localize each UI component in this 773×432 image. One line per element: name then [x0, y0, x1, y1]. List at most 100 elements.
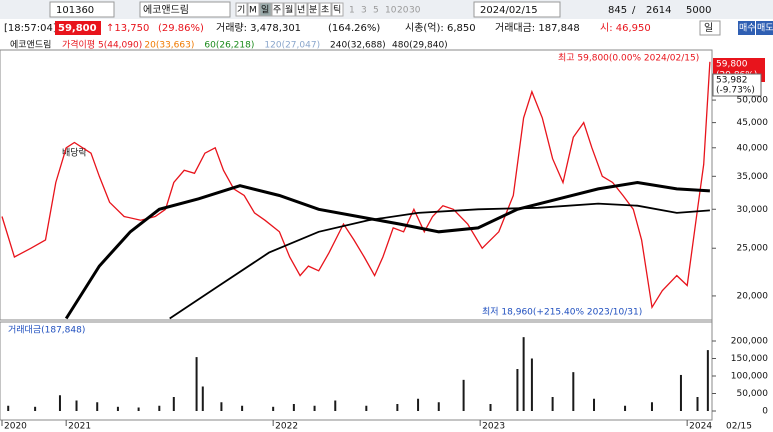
period: M: [249, 6, 257, 16]
period-btn[interactable]: [295, 2, 308, 17]
sell-btn[interactable]: [756, 21, 773, 35]
period-btn[interactable]: [235, 2, 248, 17]
period-btn[interactable]: [247, 2, 260, 17]
x-tick-label: 2021: [68, 422, 91, 432]
volume-bar: [313, 405, 316, 411]
volume-bar: [679, 374, 682, 411]
volume-bar: [292, 404, 295, 411]
low-note: 최저 18,960(+215.40% 2023/10/31): [482, 307, 642, 318]
period-btn[interactable]: [259, 2, 272, 17]
high-note: 최고 59,800(0.00% 2024/02/15): [558, 53, 699, 64]
volume-bar: [241, 405, 244, 411]
date: 2024/02/15: [480, 5, 538, 16]
minute: 5: [373, 6, 379, 16]
y-tick-label: 35,000: [737, 172, 769, 182]
legend-item: 20(33,663): [144, 41, 194, 51]
ref-price: 53,982: [716, 76, 748, 86]
period: 월: [285, 4, 293, 16]
y-tick-label: 50,000: [737, 389, 769, 399]
volume-bar: [334, 400, 337, 411]
minute: 20: [397, 6, 409, 16]
period-btn[interactable]: [283, 2, 296, 17]
name-box[interactable]: [139, 1, 231, 18]
x-tick-label: 2022: [275, 422, 298, 432]
period-btn[interactable]: [331, 2, 344, 17]
price: 59,800: [58, 23, 97, 34]
volume-bar: [706, 350, 709, 411]
volume-bar: [551, 397, 554, 411]
amount: 거래대금: 187,848: [495, 22, 580, 34]
price-panel: [0, 49, 713, 321]
volume-rate: (164.26%): [328, 23, 380, 34]
total: 2614: [646, 5, 671, 16]
period-btn[interactable]: [319, 2, 332, 17]
volume-bar: [522, 337, 525, 411]
volume-bar: [650, 402, 653, 411]
volume-bar: [624, 405, 627, 411]
period: 초: [321, 5, 329, 16]
period-btn[interactable]: [307, 2, 320, 17]
minute: 30: [409, 6, 421, 16]
x-tick-label: 2024: [689, 422, 712, 432]
minute: 10: [385, 6, 397, 16]
volume-bar: [195, 357, 198, 411]
volume-bar: [220, 402, 223, 411]
unit: 일: [704, 22, 713, 34]
y-tick-label: 25,000: [737, 244, 769, 254]
volume-panel: [0, 321, 713, 421]
pos: 845: [608, 5, 627, 16]
period: 년: [297, 5, 305, 16]
code: 101360: [56, 5, 94, 16]
period: 기: [237, 5, 245, 16]
last-price: 59,800: [716, 60, 748, 70]
legend-name: 에코앤드림: [10, 39, 51, 51]
date-box[interactable]: [473, 1, 561, 18]
sep: /: [632, 5, 636, 16]
cap: 시총(억): 6,850: [405, 22, 476, 34]
buy-btn[interactable]: [738, 21, 755, 35]
volume-bar: [696, 397, 699, 411]
y-tick-label: 50,000: [737, 96, 769, 106]
period-btn[interactable]: [271, 2, 284, 17]
volume-bar: [201, 386, 204, 411]
y-tick-label: 150,000: [731, 354, 768, 364]
x-tick-label: 2023: [482, 422, 505, 432]
volume-title: 거래대금(187,848): [8, 325, 85, 336]
time: [18:57:04]: [4, 23, 57, 34]
legend-item: 480(29,840): [392, 41, 448, 51]
volume-bar: [172, 397, 175, 411]
volume-bar: [96, 402, 99, 411]
volume-bar: [489, 404, 492, 411]
volume: 거래량: 3,478,301: [216, 22, 301, 34]
end-date: 02/15: [726, 422, 752, 432]
price-line: [169, 202, 710, 320]
y-tick-label: 200,000: [731, 337, 768, 347]
dividend-note: 배당락: [62, 147, 87, 159]
sell: 매도: [757, 23, 773, 34]
open: 시: 46,950: [600, 22, 651, 34]
ref-box: [712, 73, 762, 97]
y-tick-label: 40,000: [737, 143, 769, 153]
price-line: [64, 180, 710, 320]
unit-box[interactable]: [699, 20, 721, 36]
buy: 매수: [739, 23, 756, 34]
volume-bar: [462, 379, 465, 411]
ref-rate: (-9.73%): [716, 86, 755, 96]
volume-bar: [75, 400, 78, 411]
y-tick-label: 0: [762, 407, 768, 417]
change: ↑13,750: [106, 23, 149, 34]
volume-bar: [516, 369, 519, 411]
rate: (29.86%): [158, 23, 204, 34]
x-tick-label: 2020: [4, 422, 27, 432]
stock-name: 에코앤드림: [143, 4, 189, 16]
volume-bar: [365, 405, 368, 411]
code-box[interactable]: [49, 1, 115, 18]
period: 주: [273, 5, 281, 16]
legend-item: 120(27,047): [264, 41, 320, 51]
volume-bar: [116, 406, 119, 411]
y-tick-label: 100,000: [731, 372, 768, 382]
volume-bar: [572, 372, 575, 411]
volume-bar: [137, 407, 140, 411]
volume-bar: [158, 405, 161, 411]
